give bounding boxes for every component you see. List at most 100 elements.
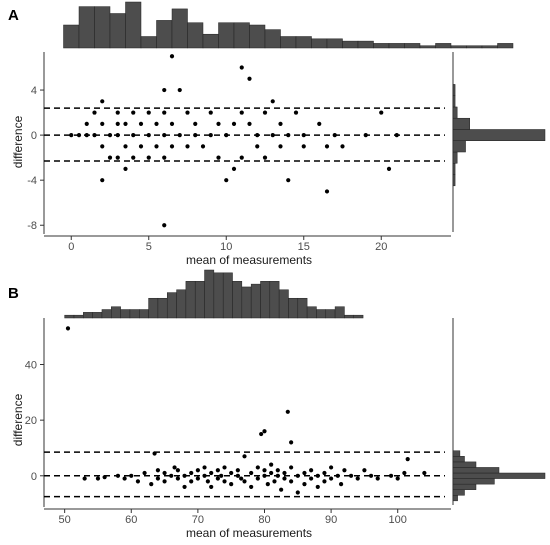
panel-b-top-histogram-bar	[316, 309, 327, 319]
panel-a-x-tick-label: 15	[298, 241, 310, 253]
panel-a-data-point	[162, 87, 167, 93]
panel-b-right-histogram-bar	[452, 483, 477, 490]
panel-a-top-histogram-bar	[450, 45, 467, 49]
panel-b-top-histogram-bar	[344, 314, 354, 319]
panel-a-data-point	[262, 110, 268, 115]
panel-a-data-point	[193, 121, 198, 126]
panel-a-data-point	[239, 65, 244, 70]
panel-label-a: A	[8, 7, 19, 24]
panel-b-data-point	[202, 465, 207, 470]
panel-a-data-point	[379, 110, 384, 115]
panel-a-data-point	[278, 121, 283, 126]
panel-a-data-point	[115, 121, 120, 126]
panel-a-data-point	[301, 133, 306, 138]
panel-a-top-histogram-bar	[218, 22, 235, 49]
panel-b-top-histogram-bar	[139, 309, 149, 319]
panel-b-data-point	[129, 473, 134, 478]
panel-a-data-point	[324, 144, 330, 149]
panel-b-y-tick-label: 0	[31, 471, 37, 483]
panel-a-right-histogram-bar	[452, 151, 458, 164]
panel-b-right-histogram-bar	[452, 450, 461, 457]
panel-a-data-point	[332, 133, 337, 138]
panel-b-y-tick-label: 20	[25, 415, 37, 427]
panel-a-x-axis-label: mean of measurements	[186, 253, 312, 267]
panel-a-data-point	[386, 166, 392, 172]
panel-a-data-point	[208, 133, 213, 138]
panel-a-x-tick-label: 10	[220, 241, 232, 253]
panel-b-y-axis-label: difference	[11, 393, 25, 446]
panel-b-top-histogram-bar	[204, 269, 215, 319]
panel-b-x-tick-label: 70	[192, 514, 204, 526]
panel-b-right-histogram-bar	[452, 472, 546, 479]
panel-b-data-point	[195, 468, 200, 473]
panel-a-data-point	[262, 155, 268, 160]
panel-b-data-point	[162, 470, 167, 476]
panel-b-top-histogram-bar	[232, 281, 243, 319]
panel-a-data-point	[146, 155, 151, 160]
panel-b-data-point	[242, 479, 247, 484]
panel-b-data-point	[302, 482, 307, 487]
panel-a-top-histogram-bar	[264, 29, 281, 49]
panel-b-data-point	[219, 473, 224, 478]
panel-b-top-histogram-bar	[325, 309, 336, 319]
panel-a-data-point	[270, 99, 275, 104]
panel-b-data-point	[189, 470, 194, 476]
panel-a-top-histogram-bar	[481, 45, 498, 49]
panel-a-data-point	[115, 133, 120, 138]
panel-b-data-point	[335, 473, 340, 478]
panel-b-top-histogram-bar	[288, 297, 299, 319]
panel-a-data-point	[154, 144, 159, 149]
panel-a-data-point	[92, 110, 97, 115]
panel-b-data-point	[315, 473, 320, 478]
panel-a-top-histogram-bar	[233, 22, 250, 49]
panel-b-data-point	[259, 431, 264, 437]
panel-b-data-point	[262, 468, 267, 473]
panel-b-top-histogram-bar	[334, 306, 345, 319]
panel-a-data-point	[123, 121, 128, 126]
panel-b-data-point	[155, 468, 161, 473]
panel-a-data-point	[69, 133, 74, 138]
panel-b-data-point	[275, 468, 280, 473]
panel-b-top-histogram-bar	[157, 297, 168, 319]
panel-b-data-point	[328, 465, 334, 470]
panel-b-data-point	[309, 476, 314, 481]
panel-a-data-point	[216, 155, 221, 160]
panel-b-data-point	[135, 479, 141, 484]
panel-b-top-histogram	[64, 269, 364, 319]
panel-b-data-point	[229, 470, 234, 476]
panel-a-y-tick-label: 4	[31, 85, 37, 97]
panel-a-data-point	[255, 133, 260, 138]
panel-a-data-point	[146, 133, 151, 138]
panel-b-data-point	[152, 451, 157, 456]
panel-b-right-histogram	[452, 318, 546, 505]
panel-b-right-histogram-bar	[452, 456, 465, 463]
panel-a-data-point	[239, 110, 244, 115]
panel-b-data-point	[169, 473, 174, 478]
panel-a-top-histogram-bar	[187, 22, 204, 49]
panel-b-top-histogram-bar	[176, 289, 187, 319]
panel-a-right-histogram-bar	[452, 140, 466, 153]
panel-b-data-point	[102, 475, 107, 480]
panel-a-top-histogram	[63, 1, 514, 49]
panel-b-data-point	[155, 476, 161, 481]
panel-a-right-histogram-bar	[452, 95, 456, 108]
panel-b-data-point	[262, 429, 267, 434]
panel-a-x-tick-label: 0	[68, 241, 74, 253]
panel-b-data-point	[368, 473, 374, 478]
panel-a-data-point	[224, 178, 229, 183]
panel-a-top-histogram-bar	[466, 45, 483, 49]
panel-a-data-point	[317, 121, 322, 126]
panel-a-top-histogram-bar	[280, 36, 297, 49]
panel-a-data-point	[177, 133, 182, 138]
panel-b-data-point	[272, 479, 277, 484]
panel-a-data-point	[131, 110, 136, 115]
panel-b-data-point	[95, 476, 101, 481]
panel-b-data-point	[242, 454, 247, 459]
panel-a-data-point	[193, 133, 198, 138]
panel-a-y-tick-label: -4	[27, 175, 37, 187]
panel-b-top-histogram-bar	[64, 314, 75, 319]
panel-label-b: B	[8, 285, 19, 302]
panel-a-data-point	[363, 133, 368, 138]
panel-a-data-point	[138, 144, 144, 149]
panel-a-data-point	[169, 54, 175, 59]
